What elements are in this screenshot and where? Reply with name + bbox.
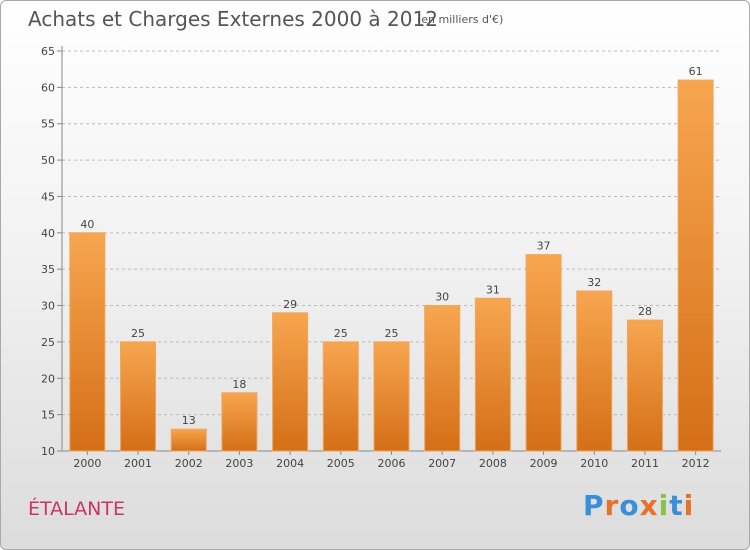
logo-letter: o	[619, 489, 640, 522]
chart-subtitle: (en milliers d'€)	[417, 13, 504, 26]
axes: 10 15 20 25 30 35 40 45 50 55 60 65	[41, 45, 721, 458]
y-tick-label: 45	[41, 190, 55, 203]
y-tick-label: 55	[41, 118, 55, 131]
labels: 40 2000 25 2001 13 2002 18 2003 29 2004 25 2005 25 20…	[73, 65, 709, 470]
x-tick-label: 2000	[73, 457, 101, 470]
logo-letter: x	[639, 489, 659, 522]
y-tick-label: 40	[41, 227, 55, 240]
chart-title: Achats et Charges Externes 2000 à 2012	[28, 7, 438, 31]
x-tick-label: 2010	[580, 457, 608, 470]
y-tick-label: 65	[41, 45, 55, 58]
bars	[69, 79, 714, 452]
x-tick-label: 2001	[124, 457, 152, 470]
data-label: 25	[131, 327, 145, 340]
data-label: 32	[587, 276, 601, 289]
bar	[221, 392, 258, 452]
x-tick-label: 2003	[225, 457, 253, 470]
bar	[69, 232, 106, 452]
y-tick-label: 15	[41, 409, 55, 422]
y-tick-label: 20	[41, 372, 55, 385]
bar	[373, 341, 410, 452]
y-tick-label: 25	[41, 336, 55, 349]
data-label: 18	[232, 378, 246, 391]
bar	[525, 254, 562, 452]
proxiti-logo[interactable]: Proxiti	[583, 489, 694, 522]
data-label: 37	[537, 240, 551, 253]
data-label: 61	[689, 65, 703, 78]
y-tick-label: 10	[41, 445, 55, 458]
bar	[272, 312, 309, 452]
logo-letter: P	[583, 489, 605, 522]
data-label: 40	[80, 218, 94, 231]
bar	[474, 297, 511, 452]
logo-letter: r	[604, 489, 620, 522]
data-label: 29	[283, 298, 297, 311]
data-label: 30	[435, 291, 449, 304]
commune-name: ÉTALANTE	[28, 498, 125, 520]
x-tick-label: 2009	[530, 457, 558, 470]
data-label: 13	[182, 414, 196, 427]
bar	[677, 79, 714, 452]
x-tick-label: 2011	[631, 457, 659, 470]
x-tick-label: 2002	[175, 457, 203, 470]
x-tick-label: 2008	[479, 457, 507, 470]
data-label: 31	[486, 283, 500, 296]
bar	[120, 341, 157, 452]
y-tick-label: 60	[41, 81, 55, 94]
logo-letter: i	[658, 489, 670, 522]
bar	[626, 319, 663, 452]
x-tick-label: 2012	[682, 457, 710, 470]
bar	[322, 341, 359, 452]
data-label: 28	[638, 305, 652, 318]
data-label: 25	[334, 327, 348, 340]
logo-letter: i	[683, 489, 695, 522]
y-tick-label: 30	[41, 300, 55, 313]
x-tick-label: 2006	[378, 457, 406, 470]
x-tick-label: 2004	[276, 457, 304, 470]
x-tick-label: 2005	[327, 457, 355, 470]
data-label: 25	[385, 327, 399, 340]
bar	[424, 305, 461, 452]
y-tick-label: 35	[41, 263, 55, 276]
bar	[170, 428, 207, 452]
y-tick-label: 50	[41, 154, 55, 167]
x-tick-label: 2007	[428, 457, 456, 470]
logo-letter: t	[669, 489, 684, 522]
grid-lines	[62, 50, 721, 416]
bar	[576, 290, 613, 452]
